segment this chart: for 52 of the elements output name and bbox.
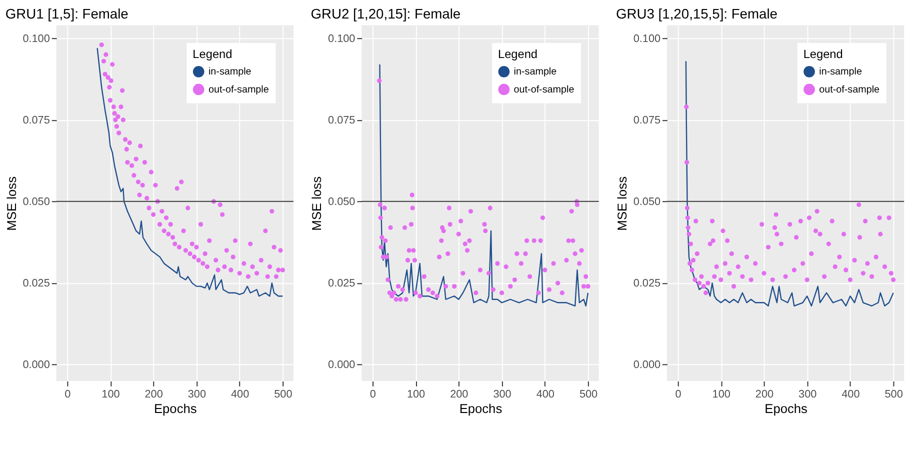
y-tick-label: 0.075 [22,114,50,126]
chart-title: GRU1 [1,5]: Female [5,5,129,22]
y-tick-label: 0.050 [633,196,661,208]
legend-title: Legend [498,46,538,61]
y-tick-label: 0.025 [633,278,661,290]
x-axis-title: Epochs [459,401,502,416]
y-tick-label: 0.025 [22,278,50,290]
x-tick-label: 400 [231,388,250,400]
y-tick-label: 0.000 [633,359,661,372]
y-tick-label: 0.100 [633,32,661,45]
x-axis-title: Epochs [154,401,197,416]
legend-label: in-sample [819,66,862,78]
legend-label: out-of-sample [819,84,880,96]
x-tick-label: 300 [798,388,817,400]
legend-label: out-of-sample [514,84,575,96]
legend-title: Legend [192,46,232,61]
x-tick-label: 500 [274,388,292,400]
x-tick-label: 200 [755,388,774,400]
y-tick-label: 0.100 [22,32,50,45]
x-tick-label: 500 [579,388,598,400]
y-tick-label: 0.025 [328,278,356,290]
x-tick-label: 200 [144,388,163,400]
x-tick-label: 400 [536,388,554,400]
y-tick-label: 0.000 [328,359,356,372]
x-tick-label: 300 [493,388,512,400]
x-tick-label: 100 [102,388,120,400]
x-tick-label: 100 [712,388,730,400]
y-axis-title: MSE loss [309,176,324,231]
x-axis-title: Epochs [764,401,808,416]
y-tick-label: 0.000 [22,359,50,372]
legend-title: Legend [803,46,843,61]
legend-label: in-sample [514,66,558,78]
legend-label: out-of-sample [208,84,270,96]
x-tick-label: 500 [884,388,903,400]
x-tick-label: 100 [406,388,426,400]
line-series [685,60,894,306]
x-tick-label: 0 [370,388,376,400]
y-tick-label: 0.100 [328,32,356,45]
y-tick-label: 0.075 [633,114,661,126]
x-tick-label: 200 [450,388,468,400]
y-tick-label: 0.075 [328,114,356,126]
x-tick-label: 0 [675,388,682,400]
x-tick-label: 400 [842,388,860,400]
x-tick-label: 300 [188,388,206,400]
chart-title: GRU2 [1,20,15]: Female [310,5,461,22]
y-tick-label: 0.050 [22,196,50,208]
y-axis-title: MSE loss [614,176,630,231]
x-tick-label: 0 [64,388,71,400]
legend-label: in-sample [208,66,252,78]
chart-title: GRU3 [1,20,15,5]: Female [616,5,778,22]
y-tick-label: 0.050 [328,196,356,208]
y-axis-title: MSE loss [4,176,19,231]
